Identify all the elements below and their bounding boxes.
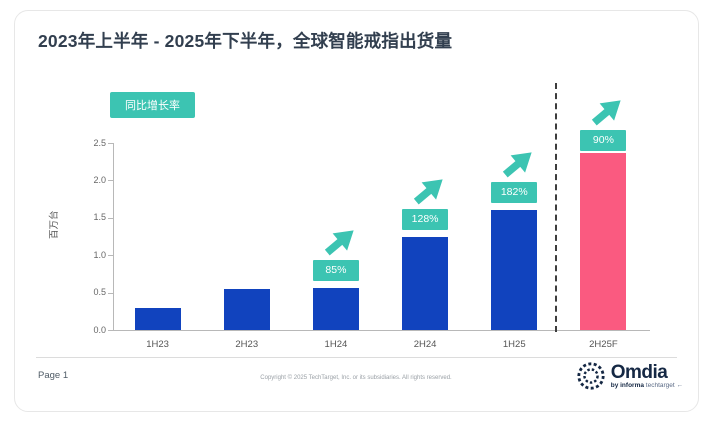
omdia-logo-text: Omdia	[610, 361, 668, 383]
growth-arrow-icon	[412, 174, 448, 206]
omdia-logo-icon	[576, 361, 606, 391]
y-tick-mark	[108, 180, 113, 182]
x-tick-label: 1H24	[324, 339, 348, 350]
omdia-logo-tagline: by informa techtarget ←	[610, 381, 683, 390]
y-axis-line	[113, 143, 114, 330]
y-tick-mark	[108, 143, 113, 144]
forecast-divider-line	[555, 83, 557, 332]
x-tick-label: 1H25	[502, 339, 526, 350]
x-tick-label: 2H23	[235, 339, 259, 350]
growth-arrow-icon	[501, 147, 537, 179]
logo-tagline-rest: techtarget ←	[645, 381, 683, 389]
bar	[134, 307, 181, 330]
x-tick-label: 1H23	[146, 339, 169, 350]
footer-separator	[36, 357, 677, 358]
y-axis-label: 百万台	[49, 210, 60, 239]
growth-arrow-icon	[590, 95, 626, 127]
x-tick-label: 2H25F	[589, 339, 618, 350]
x-axis-line	[113, 330, 650, 331]
growth-label: 90%	[580, 129, 627, 151]
y-tick-label: 0.0	[93, 324, 106, 335]
bar	[491, 210, 538, 330]
y-tick-label: 1.5	[93, 212, 106, 223]
y-tick-label: 0.5	[93, 287, 106, 298]
growth-label: 182%	[491, 182, 538, 204]
y-tick-label: 1.0	[93, 249, 106, 260]
page-number: Page 1	[38, 370, 69, 381]
page-title: 2023年上半年 - 2025年下半年，全球智能戒指出货量	[38, 31, 453, 51]
y-tick-label: 2.0	[93, 174, 106, 185]
omdia-logo: Omdia by informa techtarget ←	[576, 361, 683, 391]
y-tick-label: 2.5	[93, 137, 106, 148]
bar	[312, 288, 359, 330]
y-tick-mark	[108, 330, 113, 331]
growth-arrow-icon	[323, 225, 359, 257]
growth-label: 128%	[402, 208, 449, 230]
y-tick-mark	[108, 292, 113, 294]
bar-forecast	[580, 152, 627, 330]
legend-yoy-growth: 同比增长率	[110, 92, 195, 118]
logo-tagline-brand: by informa	[610, 381, 644, 389]
y-tick-mark	[108, 217, 113, 219]
growth-label: 85%	[312, 260, 359, 282]
copyright-text: Copyright © 2025 TechTarget, Inc. or its…	[260, 375, 452, 381]
bar	[402, 236, 449, 330]
x-tick-label: 2H24	[413, 339, 437, 350]
y-tick-mark	[108, 255, 113, 257]
bar	[223, 288, 270, 330]
